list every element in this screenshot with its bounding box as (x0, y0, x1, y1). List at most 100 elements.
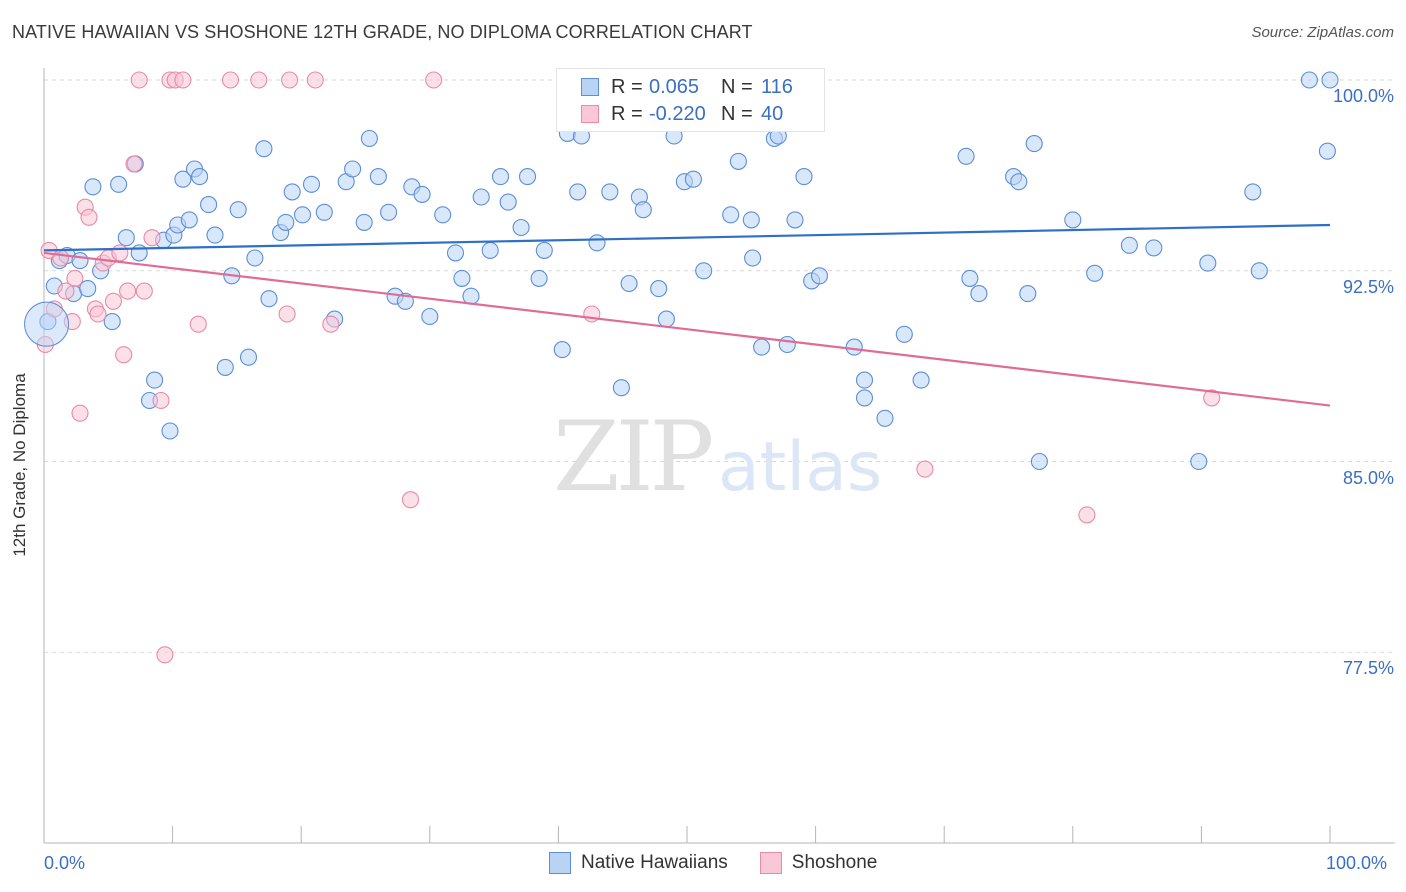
shoshone-point (125, 155, 143, 173)
hawaiian-point (634, 201, 652, 219)
hawaiian-point (620, 274, 638, 293)
shoshone-point (174, 71, 192, 89)
hawaiian-point (71, 252, 89, 270)
hawaiian-point (876, 409, 894, 427)
hawaiian-point (110, 175, 128, 193)
shoshone-point (57, 282, 75, 300)
shoshone-point (306, 71, 324, 89)
hawaiian-point (1145, 239, 1163, 257)
shoshone-point (278, 305, 296, 323)
hawaiian-point (453, 269, 471, 287)
hawaiian-point (744, 249, 762, 267)
hawaiian-point (684, 170, 702, 188)
r-value: 0.065 (649, 75, 700, 98)
hawaiian-point (260, 290, 278, 308)
hawaiian-point (855, 389, 874, 407)
x-tick-label-min: 0.0% (44, 853, 86, 873)
hawaiian-point (535, 241, 553, 259)
shoshone-point (250, 71, 268, 89)
hawaiian-point (191, 168, 209, 186)
shoshone-point (425, 71, 443, 89)
stats-legend: R = 0.065 N = 116 R = -0.220 N = 40 (556, 68, 825, 132)
r-label: R = (611, 75, 643, 98)
hawaiian-point (246, 249, 264, 267)
hawaiian-point (695, 262, 713, 280)
hawaiian-point (1019, 285, 1037, 303)
hawaiian-point (84, 178, 102, 196)
hawaiian-point (650, 280, 668, 298)
hawaiian-point (1030, 452, 1048, 471)
hawaiian-point (512, 218, 530, 237)
hawaiian-point (961, 269, 979, 287)
hawaiian-point (657, 310, 675, 328)
hawaiian-point (369, 168, 387, 186)
hawaiian-point (912, 371, 930, 389)
hawaiian-point (79, 280, 97, 298)
hawaiian-point (1250, 262, 1268, 280)
hawaiian-point (1300, 71, 1318, 89)
shoshone-point (221, 71, 240, 89)
shoshone-point (130, 71, 148, 89)
hawaiian-point (612, 379, 630, 397)
n-label: N = (721, 75, 753, 98)
hawaiian-point (518, 168, 537, 186)
hawaiian-point (1086, 264, 1104, 282)
legend-item-shoshone[interactable]: Shoshone (759, 852, 878, 874)
shoshone-legend-swatch (759, 852, 782, 874)
shoshone-point (104, 292, 122, 310)
y-tick-label-85: 85.0% (1342, 468, 1394, 488)
hawaiian-point (103, 313, 121, 331)
legend-item-hawaiians[interactable]: Native Hawaiians (549, 852, 728, 874)
source-label: Source: ZipAtlas.com (1251, 24, 1394, 41)
hawaiian-point (553, 341, 571, 359)
hawaiian-point (146, 371, 164, 389)
legend-label: Shoshone (791, 852, 878, 873)
hawaiian-point (216, 358, 234, 376)
hawaiian-point (569, 183, 587, 201)
stats-legend-row-hawaiians: R = 0.065 N = 116 (581, 76, 793, 98)
hawaiian-point (344, 160, 362, 178)
shoshone-point (401, 491, 420, 509)
hawaiian-point (1244, 183, 1262, 201)
hawaiian-point (795, 168, 813, 186)
hawaiian-point (446, 244, 465, 262)
data-points (24, 71, 1339, 664)
y-tick-label-100: 100.0% (1332, 86, 1394, 106)
hawaiians-legend-swatch (549, 852, 571, 874)
hawaiian-point (778, 335, 796, 354)
shoshone-point (281, 71, 299, 89)
shoshone-point (916, 460, 934, 478)
hawaiian-point (206, 226, 224, 244)
hawaiian-point (180, 211, 198, 229)
trend-lines (43, 223, 1331, 407)
hawaiian-point (729, 152, 747, 170)
hawaiian-point (117, 229, 135, 247)
shoshone-point (52, 249, 70, 267)
y-axis-label: 12th Grade, No Diploma (10, 373, 29, 557)
hawaiian-point (1199, 254, 1217, 272)
hawaiian-point (855, 371, 874, 389)
shoshone-point (71, 404, 89, 422)
hawaiian-point (302, 175, 321, 193)
hawaiian-point (229, 201, 247, 219)
n-label: N = (721, 102, 753, 125)
hawaiian-point (421, 307, 439, 326)
watermark: ZIP atlas (553, 401, 882, 513)
hawaiian-point (786, 211, 804, 229)
shoshone-point (111, 244, 129, 262)
hawaiian-point (499, 193, 517, 211)
hawaiian-point (1025, 135, 1043, 153)
hawaiian-point (1190, 452, 1208, 471)
shoshone-swatch (581, 105, 599, 123)
hawaiian-point (742, 211, 760, 229)
legend-label: Native Hawaiians (581, 852, 728, 873)
shoshone-point (1078, 506, 1096, 524)
n-value: 40 (761, 102, 784, 125)
hawaiian-point (360, 129, 378, 148)
hawaiian-point (753, 338, 771, 356)
hawaiian-point (810, 267, 829, 285)
hawaiian-point (530, 269, 548, 287)
hawaiian-point (1318, 142, 1336, 160)
hawaiian-point (293, 206, 312, 224)
